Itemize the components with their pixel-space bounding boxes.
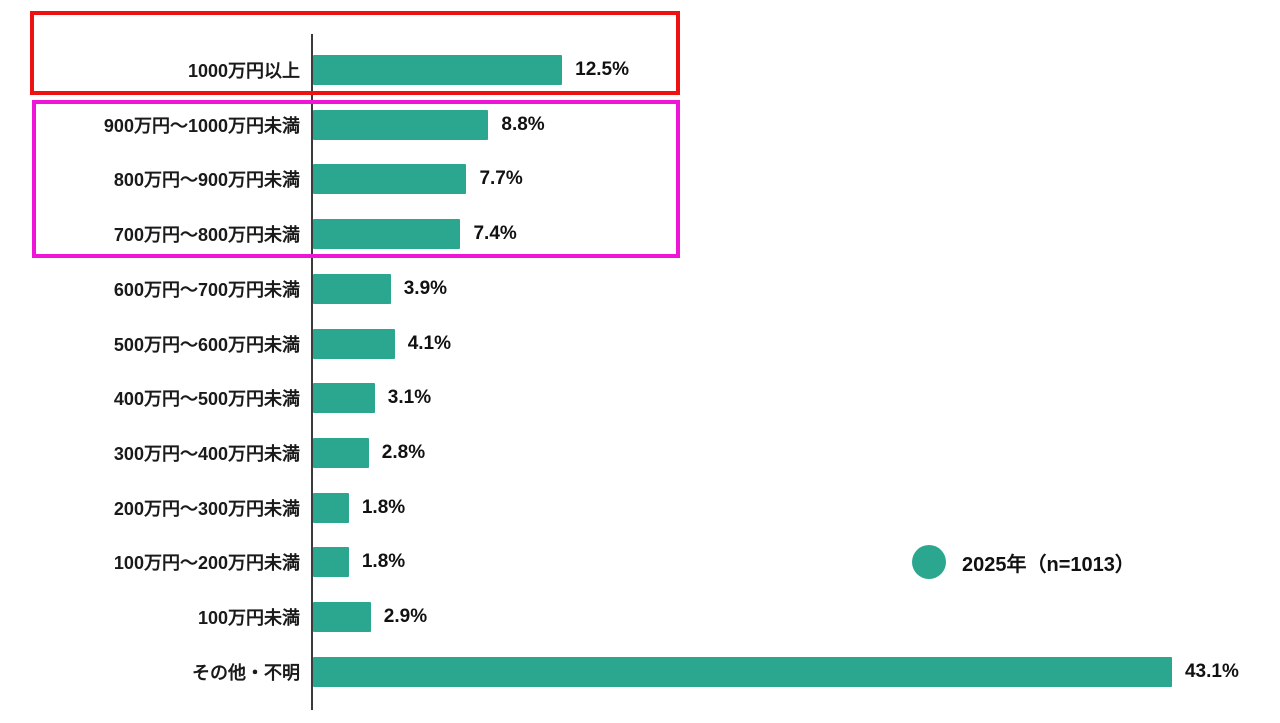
- value-label: 8.8%: [501, 113, 545, 135]
- value-label: 3.9%: [403, 277, 448, 299]
- category-label: 400万円～500万円未満: [113, 389, 300, 410]
- category-label: 200万円～300万円未満: [113, 498, 300, 519]
- category-label: 700万円～800万円未満: [113, 225, 300, 246]
- table-row: 100万円未満 2.9%: [0, 590, 427, 644]
- bar: [313, 602, 371, 632]
- table-row: 700万円～800万円未満 7.4%: [0, 207, 517, 261]
- value-label: 3.1%: [387, 387, 432, 409]
- bar: [313, 547, 349, 578]
- table-row: 500万円～600万円未満 4.1%: [0, 317, 451, 371]
- bar: [313, 656, 1172, 687]
- bar: [313, 273, 391, 304]
- bar: [313, 328, 395, 359]
- table-row: 1000万円以上 12.5%: [0, 43, 629, 97]
- category-label: 800万円～900万円未満: [113, 170, 300, 191]
- category-label: 300万円～400万円未満: [113, 443, 300, 464]
- table-row: 400万円～500万円未満 3.1%: [0, 371, 431, 425]
- value-label: 7.7%: [479, 168, 523, 190]
- table-row: その他・不明 43.1%: [0, 645, 1239, 699]
- category-label: 900万円～1000万円未満: [103, 115, 300, 136]
- category-label: その他・不明: [192, 662, 300, 683]
- table-row: 600万円～700万円未満 3.9%: [0, 262, 447, 316]
- category-label: 1000万円以上: [187, 61, 300, 81]
- legend-marker-circle: [912, 545, 946, 579]
- table-row: 100万円～200万円未満 1.8%: [0, 535, 405, 589]
- bar: [313, 492, 349, 523]
- bar: [313, 109, 489, 140]
- table-row: 300万円～400万円未満 2.8%: [0, 426, 425, 480]
- value-label: 2.9%: [383, 606, 428, 627]
- value-label: 12.5%: [575, 59, 629, 80]
- legend-label: 2025年（n=1013）: [962, 553, 1135, 576]
- bar: [313, 219, 461, 250]
- category-label: 500万円～600万円未満: [113, 334, 300, 355]
- value-label: 2.8%: [381, 441, 426, 463]
- bar: [313, 437, 369, 468]
- y-axis-line: [311, 34, 313, 710]
- value-label: 1.8%: [361, 496, 406, 518]
- value-label: 4.1%: [407, 332, 452, 354]
- bar: [313, 164, 467, 195]
- table-row: 800万円～900万円未満 7.7%: [0, 152, 523, 206]
- table-row: 200万円～300万円未満 1.8%: [0, 481, 405, 535]
- bar: [313, 55, 563, 85]
- table-row: 900万円～1000万円未満 8.8%: [0, 98, 545, 152]
- legend: 2025年（n=1013）: [912, 545, 1135, 579]
- category-label: 600万円～700万円未満: [113, 279, 300, 300]
- value-label: 43.1%: [1184, 660, 1239, 682]
- category-label: 100万円～200万円未満: [113, 553, 300, 574]
- bar: [313, 383, 375, 414]
- value-label: 1.8%: [361, 551, 406, 573]
- category-label: 100万円未満: [197, 608, 300, 628]
- value-label: 7.4%: [473, 223, 517, 245]
